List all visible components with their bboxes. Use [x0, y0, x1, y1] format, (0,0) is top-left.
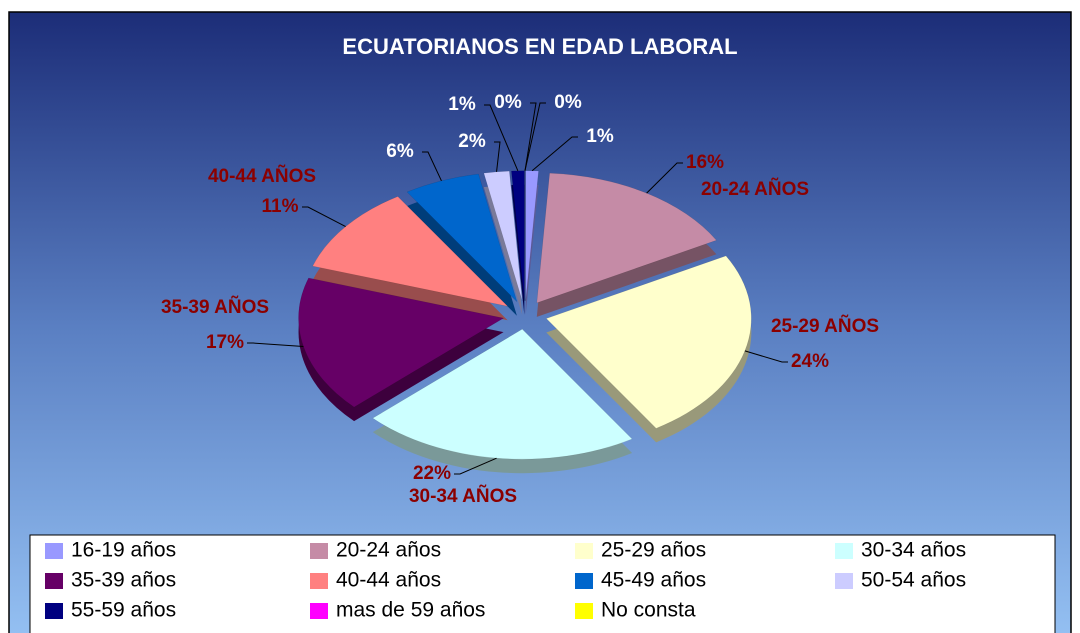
slice-label: 20-24 AÑOS: [701, 178, 809, 200]
slice: [525, 170, 539, 301]
legend-label: 16-19 años: [71, 539, 176, 562]
data-label: 11%: [262, 196, 299, 217]
data-label: 0%: [494, 92, 522, 113]
slice-label: 40-44 AÑOS: [208, 165, 316, 187]
legend-label: 55-59 años: [71, 599, 176, 622]
leader-line: [454, 457, 497, 475]
legend-swatch: [835, 543, 853, 559]
legend-swatch: [310, 603, 328, 619]
slice-label: 30-34 AÑOS: [409, 485, 517, 507]
legend-label: 30-34 años: [861, 539, 966, 562]
slice-side: [483, 185, 523, 315]
data-label: 1%: [586, 126, 614, 147]
legend-label: 35-39 años: [71, 569, 176, 592]
leader-line: [247, 342, 304, 347]
slice-label: 35-39 AÑOS: [161, 296, 269, 318]
legend-swatch: [575, 573, 593, 589]
slice-side: [407, 188, 517, 316]
data-label: 2%: [458, 131, 486, 152]
leader-line: [494, 141, 501, 172]
legend-label: No consta: [601, 599, 696, 622]
data-label: 24%: [791, 351, 829, 372]
legend-swatch: [575, 543, 593, 559]
leader-line: [744, 350, 788, 363]
legend-swatch: [310, 573, 328, 589]
legend-swatch: [45, 603, 63, 619]
leader-line: [484, 104, 519, 171]
legend-swatch: [310, 543, 328, 559]
legend-label: 45-49 años: [601, 569, 706, 592]
leader-line: [524, 102, 537, 171]
legend-label: mas de 59 años: [336, 599, 485, 622]
data-label: 17%: [206, 332, 244, 353]
legend-swatch: [45, 543, 63, 559]
legend-swatch: [45, 573, 63, 589]
chart-title: ECUATORIANOS EN EDAD LABORAL: [342, 34, 737, 59]
leader-line: [422, 151, 442, 182]
legend-label: 25-29 años: [601, 539, 706, 562]
leader-line: [646, 162, 683, 194]
legend-label: 20-24 años: [336, 539, 441, 562]
data-label: 6%: [386, 141, 414, 162]
leader-line: [524, 102, 546, 171]
slice: [511, 170, 525, 301]
data-label: 1%: [448, 94, 476, 115]
slice-label: 25-29 AÑOS: [771, 315, 879, 337]
slice: [536, 172, 717, 304]
legend-swatch: [575, 603, 593, 619]
data-label: 16%: [686, 152, 724, 173]
legend-box: [29, 534, 1056, 633]
legend-swatch: [835, 573, 853, 589]
legend-label: 40-44 años: [336, 569, 441, 592]
data-label: 0%: [554, 92, 582, 113]
data-label: 22%: [413, 463, 451, 484]
slice: [312, 196, 509, 307]
legend-label: 50-54 años: [861, 569, 966, 592]
leader-line: [531, 136, 578, 172]
slice: [298, 277, 505, 408]
leader-line: [302, 206, 346, 228]
slice: [406, 173, 518, 302]
plot-background: [8, 11, 1072, 633]
